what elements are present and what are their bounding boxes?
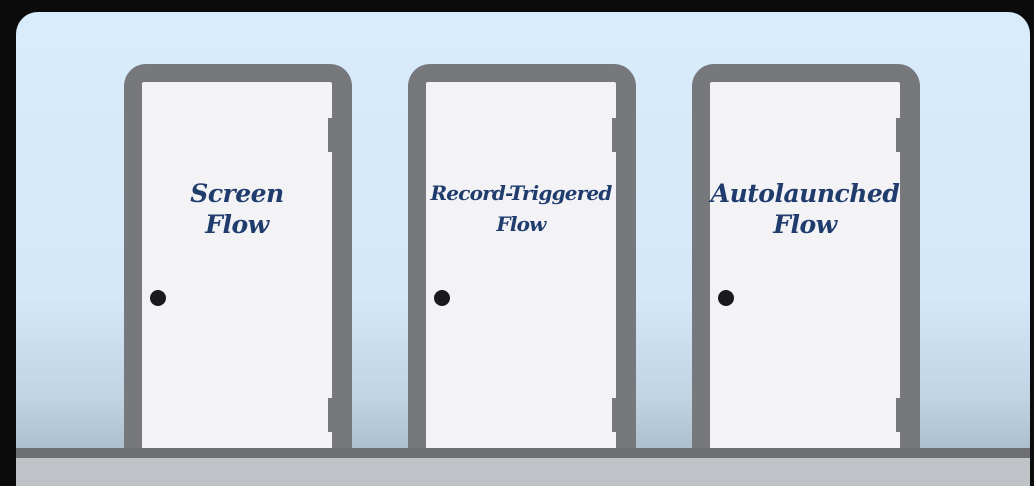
door-record-triggered-flow[interactable]: Record-Triggered Flow xyxy=(426,82,618,462)
door-label: Record-Triggered Flow xyxy=(426,178,616,240)
door-knob-icon xyxy=(150,290,166,306)
hinge-icon xyxy=(612,398,618,432)
door-label-line1: Autolaunched xyxy=(710,179,900,208)
hinge-icon xyxy=(328,118,334,152)
door-knob-icon xyxy=(434,290,450,306)
scene-frame: Screen Flow Record-Triggered Flow Autola… xyxy=(16,12,1030,486)
door-label: Screen Flow xyxy=(142,178,332,240)
hinge-icon xyxy=(896,118,902,152)
door-label-line1: Record-Triggered xyxy=(430,181,612,205)
door-label-line2: Flow xyxy=(205,210,269,239)
door-record-triggered-flow-frame: Record-Triggered Flow xyxy=(408,64,636,462)
door-screen-flow[interactable]: Screen Flow xyxy=(142,82,334,462)
door-autolaunched-flow[interactable]: Autolaunched Flow xyxy=(710,82,902,462)
door-autolaunched-flow-frame: Autolaunched Flow xyxy=(692,64,920,462)
hinge-icon xyxy=(612,118,618,152)
door-label: Autolaunched Flow xyxy=(710,178,900,240)
door-screen-flow-frame: Screen Flow xyxy=(124,64,352,462)
floor xyxy=(16,448,1030,486)
hinge-icon xyxy=(328,398,334,432)
door-label-line1: Screen xyxy=(190,179,284,208)
door-label-line2: Flow xyxy=(496,212,546,236)
hinge-icon xyxy=(896,398,902,432)
door-label-line2: Flow xyxy=(773,210,837,239)
door-knob-icon xyxy=(718,290,734,306)
